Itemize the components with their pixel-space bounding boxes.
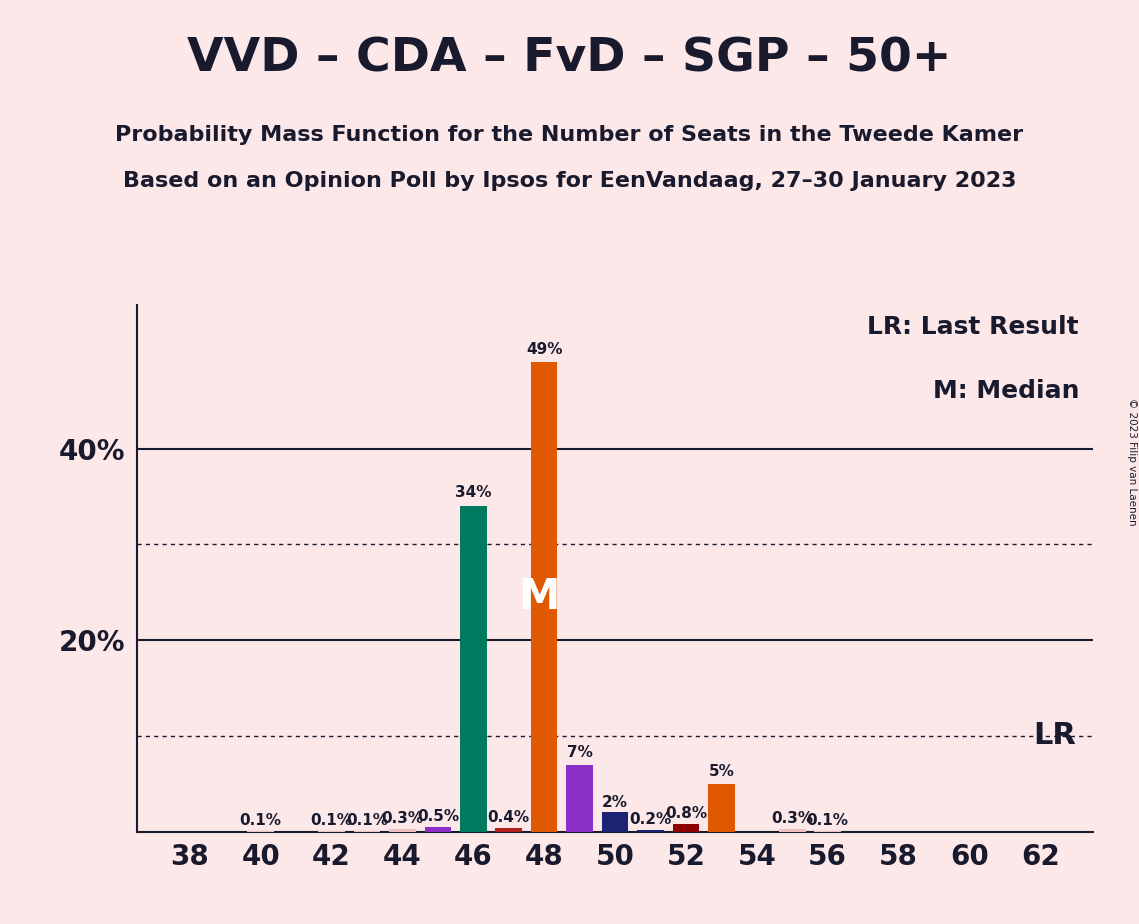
Bar — [354, 831, 380, 832]
Text: 34%: 34% — [456, 485, 492, 500]
Text: 0.2%: 0.2% — [630, 812, 672, 827]
Bar — [779, 829, 805, 832]
Text: 0.4%: 0.4% — [487, 810, 530, 825]
Text: 0.1%: 0.1% — [806, 813, 849, 828]
Text: 7%: 7% — [567, 745, 592, 760]
Text: 5%: 5% — [708, 764, 735, 779]
Text: 0.3%: 0.3% — [382, 811, 424, 826]
Bar — [318, 831, 345, 832]
Text: VVD – CDA – FvD – SGP – 50+: VVD – CDA – FvD – SGP – 50+ — [187, 37, 952, 82]
Text: M: M — [518, 576, 559, 618]
Text: 2%: 2% — [603, 795, 628, 809]
Bar — [531, 362, 557, 832]
Bar — [708, 784, 735, 832]
Text: 0.1%: 0.1% — [311, 813, 353, 828]
Bar — [673, 824, 699, 832]
Bar — [247, 831, 274, 832]
Text: 0.3%: 0.3% — [771, 811, 813, 826]
Text: LR: LR — [1033, 722, 1075, 750]
Text: Based on an Opinion Poll by Ipsos for EenVandaag, 27–30 January 2023: Based on an Opinion Poll by Ipsos for Ee… — [123, 171, 1016, 191]
Text: © 2023 Filip van Laenen: © 2023 Filip van Laenen — [1126, 398, 1137, 526]
Text: M: Median: M: Median — [933, 379, 1079, 403]
Text: LR: Last Result: LR: Last Result — [868, 315, 1079, 339]
Text: 49%: 49% — [526, 342, 563, 357]
Text: 0.8%: 0.8% — [665, 806, 707, 821]
Bar — [390, 829, 416, 832]
Bar — [637, 830, 664, 832]
Text: Probability Mass Function for the Number of Seats in the Tweede Kamer: Probability Mass Function for the Number… — [115, 125, 1024, 145]
Text: 0.5%: 0.5% — [417, 808, 459, 824]
Bar — [814, 831, 841, 832]
Bar — [495, 828, 522, 832]
Bar — [601, 812, 629, 832]
Text: 0.1%: 0.1% — [346, 813, 388, 828]
Bar — [460, 506, 486, 832]
Text: 0.1%: 0.1% — [239, 813, 281, 828]
Bar — [425, 827, 451, 832]
Bar — [566, 764, 593, 832]
